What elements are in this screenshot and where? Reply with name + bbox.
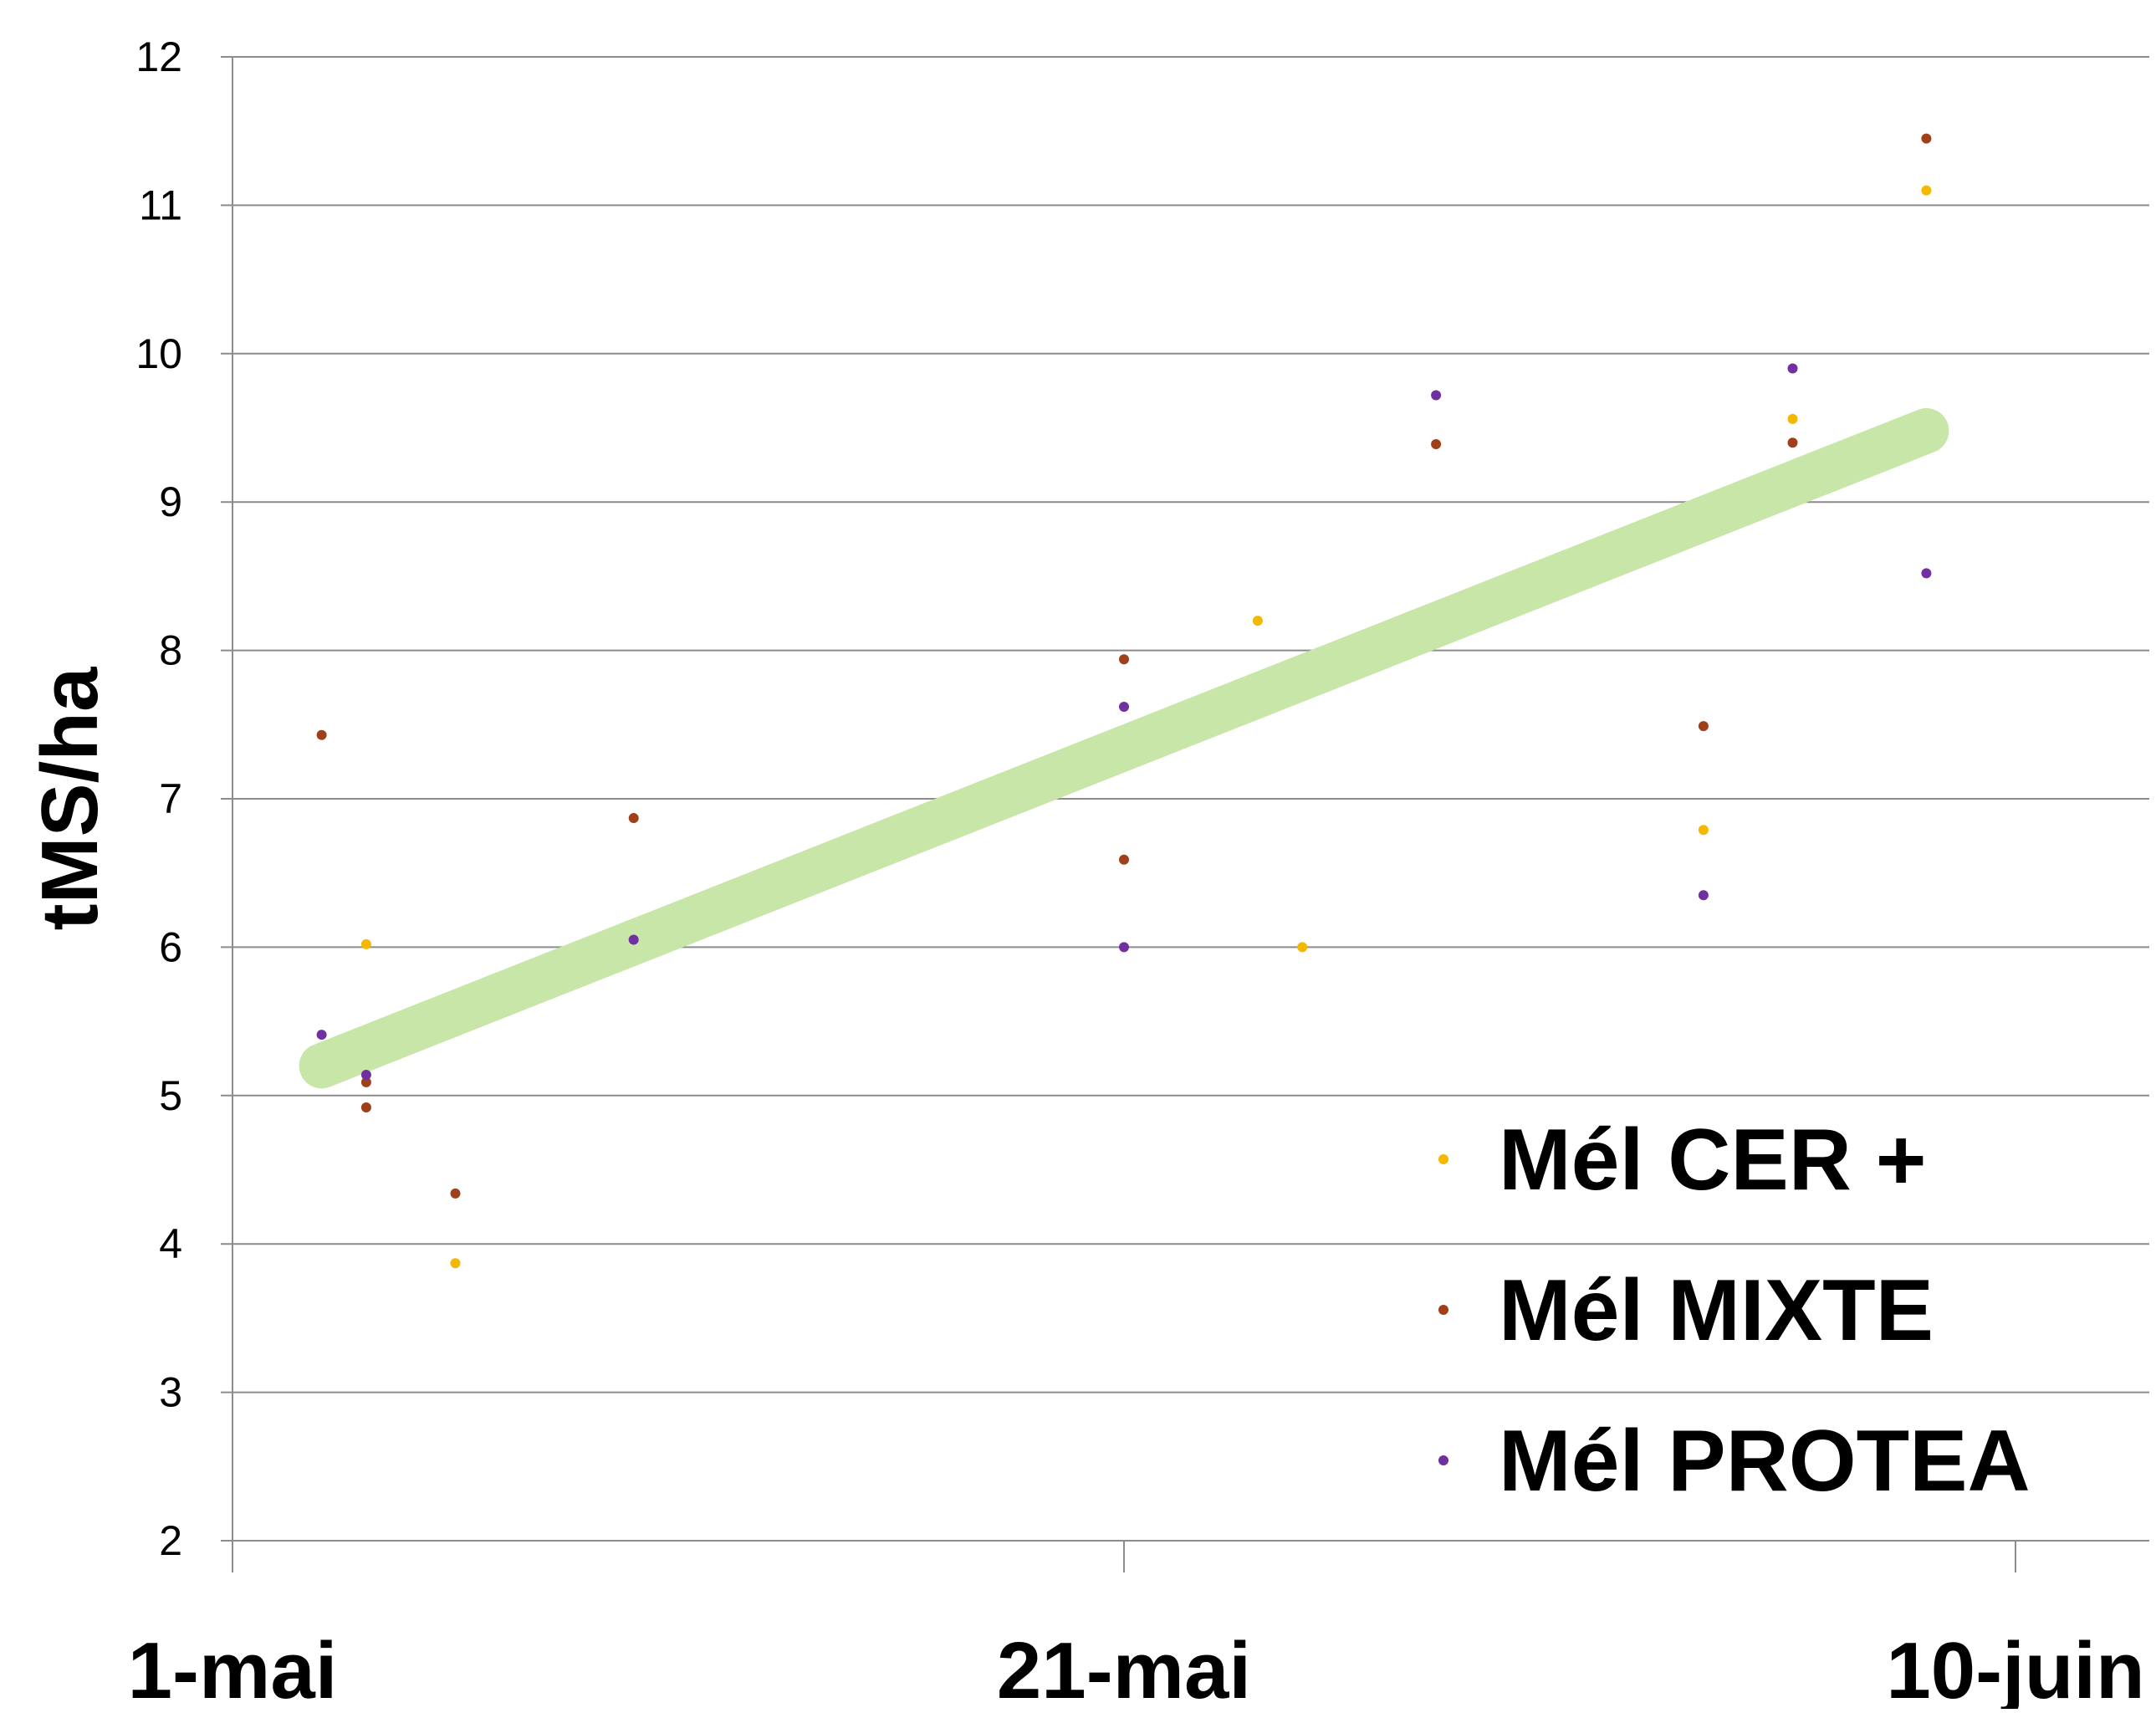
data-point: [1698, 890, 1709, 901]
data-point: [450, 1258, 461, 1269]
y-tick-label: 6: [159, 923, 182, 970]
legend-marker: [1438, 1305, 1448, 1315]
data-point: [1787, 413, 1798, 424]
data-point: [1297, 942, 1308, 953]
y-tick-label: 8: [159, 627, 182, 674]
data-point: [628, 813, 639, 824]
x-tick-label: 21-mai: [997, 1626, 1251, 1709]
data-point: [1119, 702, 1129, 713]
trendline: [299, 408, 1949, 1089]
legend-marker: [1438, 1455, 1448, 1465]
trendline-layer: [299, 408, 1949, 1089]
data-point: [628, 934, 639, 945]
data-point: [1921, 568, 1932, 579]
data-point: [1921, 133, 1932, 144]
data-point: [1787, 363, 1798, 374]
y-tick-label: 7: [159, 775, 182, 822]
y-tick-label: 11: [139, 182, 182, 228]
y-tick-label: 12: [135, 33, 182, 80]
y-axis-label: tMS/ha: [25, 667, 115, 930]
data-point: [360, 1076, 371, 1087]
data-point: [316, 1030, 327, 1041]
gridlines: [221, 56, 2149, 1542]
x-tick-labels: 1-mai 21-mai 10-juin: [128, 1626, 2145, 1713]
x-tick-label: 10-juin: [1886, 1626, 2144, 1709]
data-point: [1698, 825, 1709, 836]
data-point: [360, 1102, 371, 1112]
data-point: [1698, 721, 1709, 732]
legend-marker: [1438, 1154, 1448, 1164]
data-point: [316, 729, 327, 740]
x-tick-label: 1-mai: [128, 1626, 338, 1709]
data-point: [1431, 390, 1442, 401]
y-tick-label: 2: [159, 1517, 182, 1564]
data-point: [1119, 942, 1129, 953]
data-point: [360, 938, 371, 949]
data-point: [1252, 616, 1263, 626]
legend: Mél CER + Mél MIXTE Mél PROTEA: [1438, 1112, 2031, 1510]
y-tick-label: 10: [135, 330, 182, 377]
y-tick-label: 3: [159, 1369, 182, 1416]
legend-label: Mél CER +: [1499, 1112, 1926, 1209]
data-point: [1431, 439, 1442, 450]
data-point: [1119, 854, 1129, 865]
legend-label: Mél PROTEA: [1499, 1413, 2031, 1510]
data-point: [450, 1188, 461, 1199]
data-point: [1119, 654, 1129, 665]
data-point: [1787, 437, 1798, 448]
data-point: [360, 1069, 371, 1080]
y-tick-labels: 2 3 4 5 6 7 8 9 10 11 12: [135, 33, 182, 1564]
y-tick-label: 4: [159, 1220, 182, 1267]
y-tick-label: 9: [159, 478, 182, 525]
axes: [232, 57, 2016, 1572]
legend-label: Mél MIXTE: [1499, 1262, 1934, 1359]
data-points: [316, 133, 1932, 1269]
data-point: [1921, 185, 1932, 196]
y-tick-label: 5: [159, 1072, 182, 1119]
